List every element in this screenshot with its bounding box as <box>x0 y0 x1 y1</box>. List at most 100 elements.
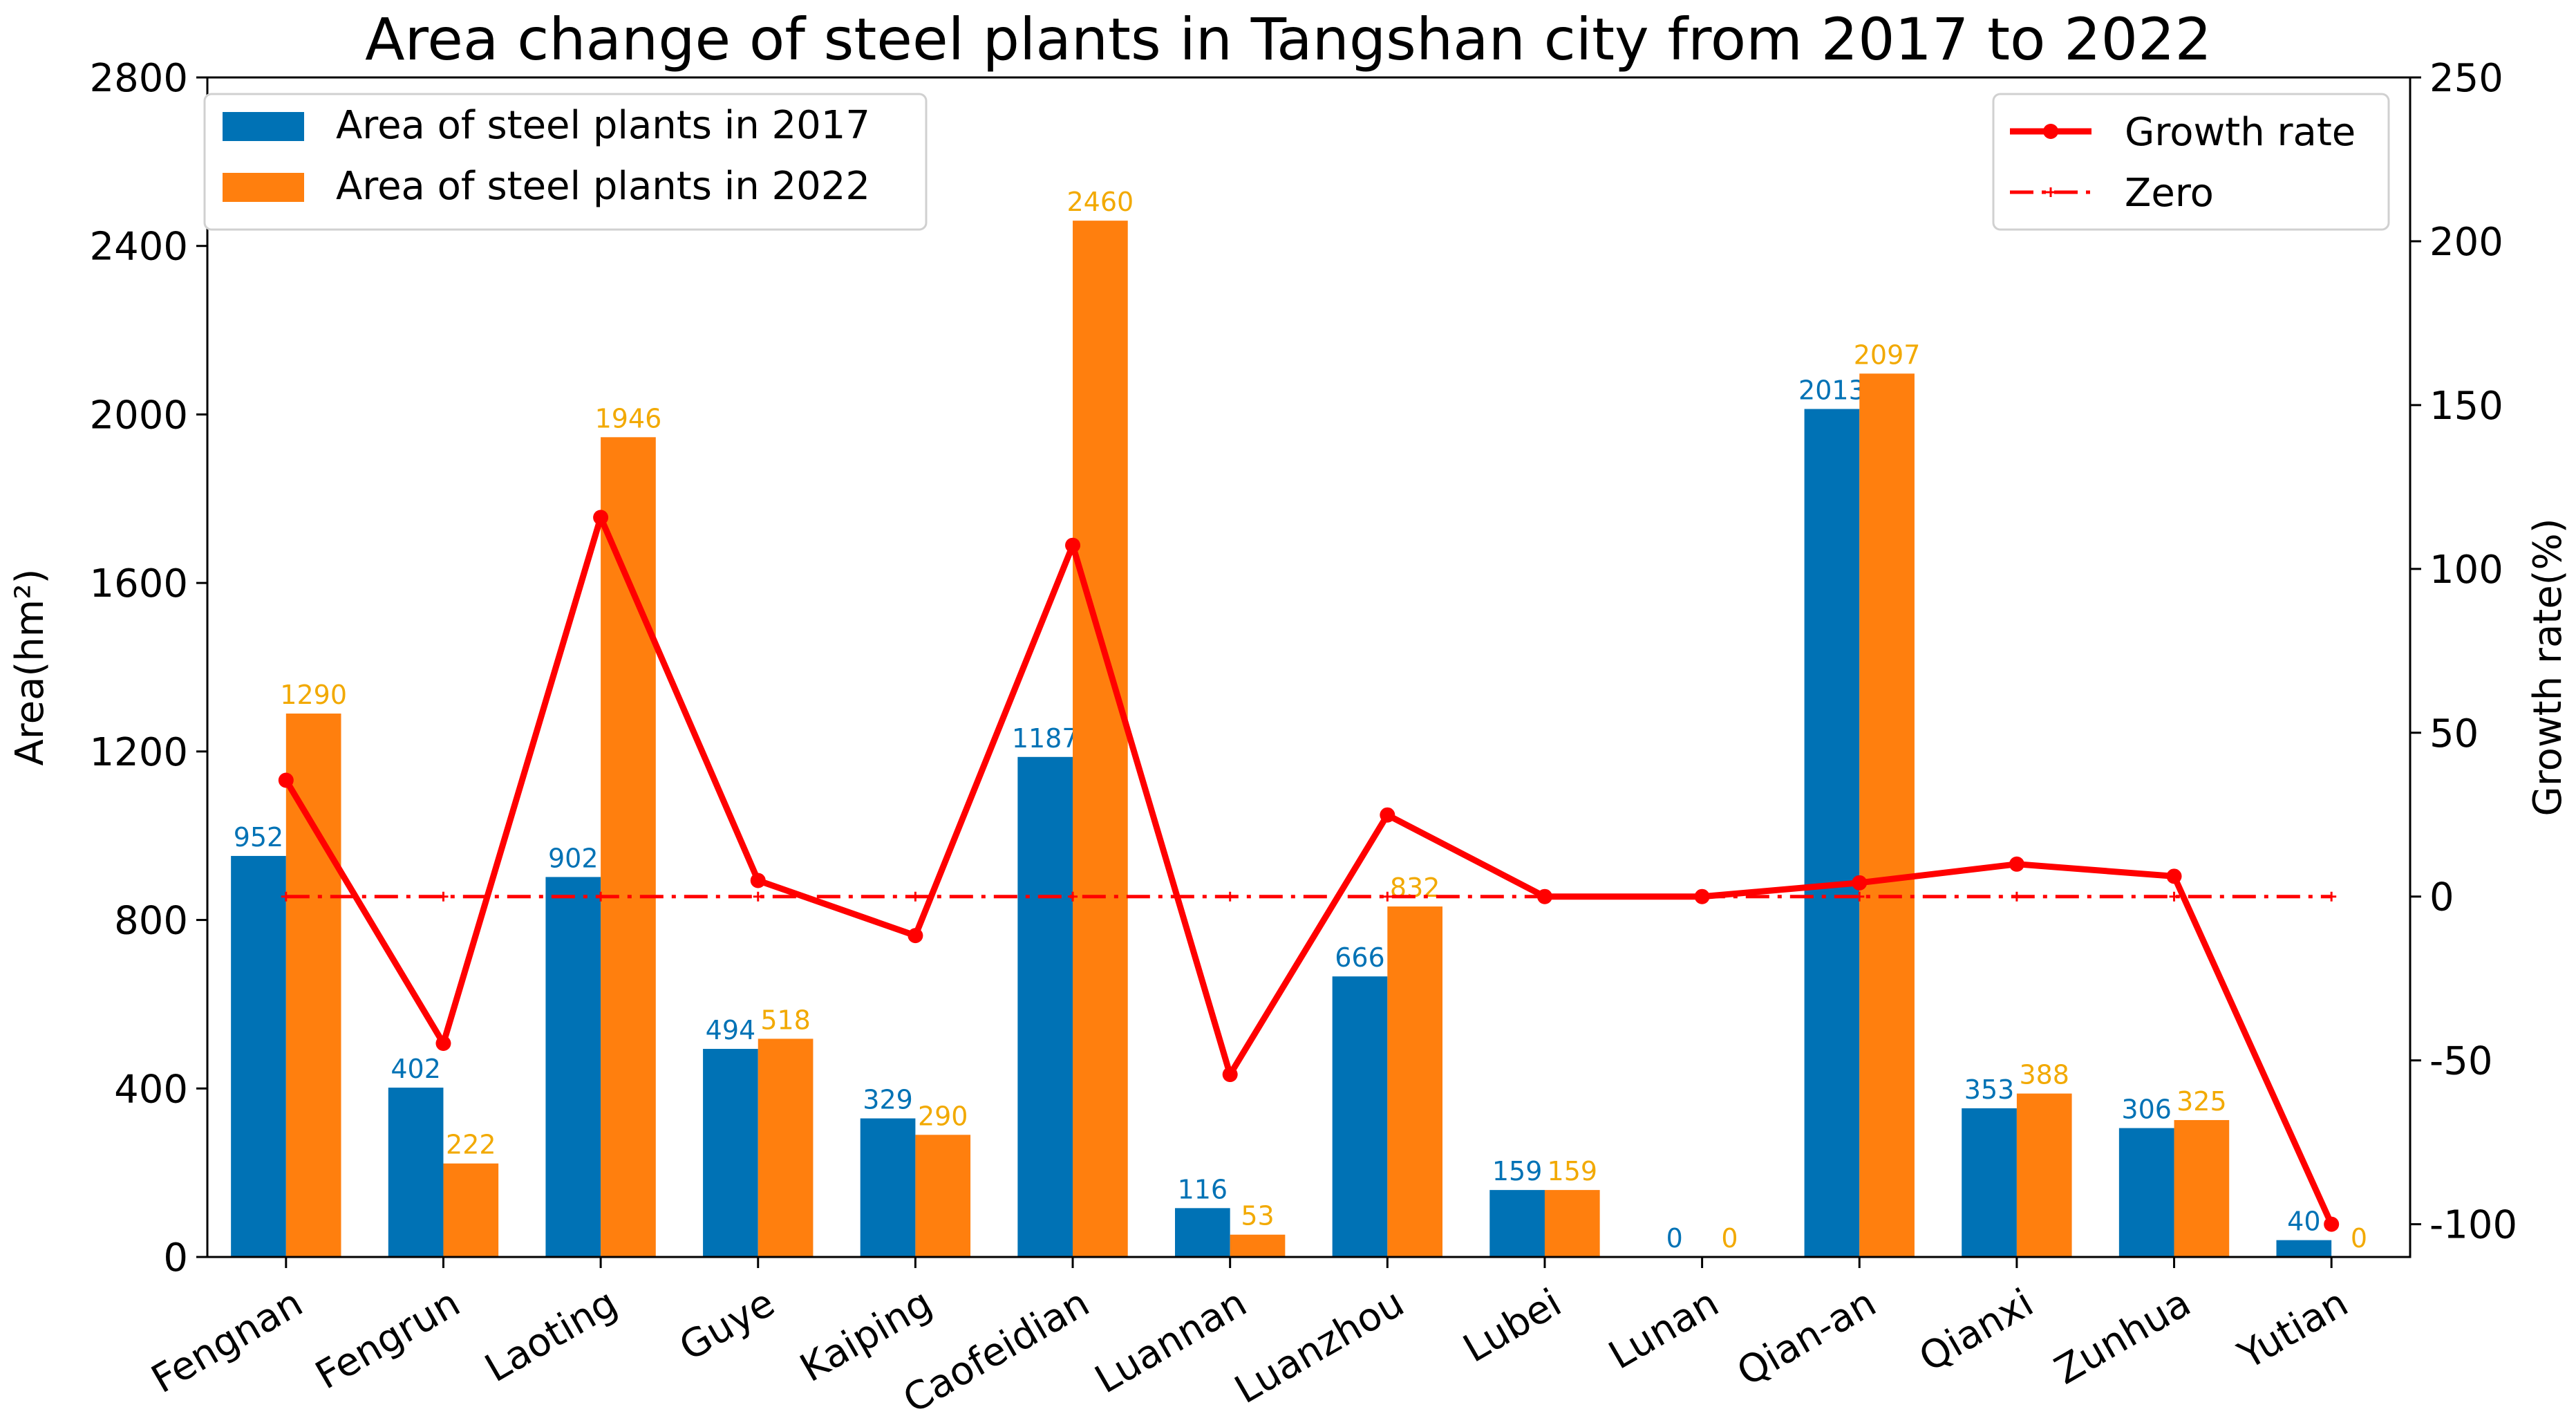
growth-rate-point-qianxi <box>2009 856 2024 872</box>
growth-rate-point-yutian <box>2324 1216 2340 1232</box>
bar-2017-zunhua <box>2118 1128 2174 1257</box>
y-right-tick-label: 250 <box>2429 56 2503 101</box>
y-right-tick-label: 0 <box>2429 875 2454 920</box>
data-label-2017-guye: 494 <box>706 1015 756 1045</box>
bar-2022-fengnan <box>285 714 341 1257</box>
bar-2022-qian-an <box>1859 373 1915 1257</box>
bar-2017-fengnan <box>231 855 286 1257</box>
data-label-2017-yutian: 40 <box>2287 1207 2320 1237</box>
growth-rate-point-fengnan <box>278 772 294 788</box>
data-label-2017-luanzhou: 666 <box>1335 942 1385 973</box>
data-label-2017-luannan: 116 <box>1178 1174 1228 1204</box>
y-left-tick-label: 800 <box>114 899 188 944</box>
y-right-tick-label: -100 <box>2429 1203 2517 1248</box>
data-label-2017-qianxi: 353 <box>1964 1074 2015 1105</box>
bar-2022-qianxi <box>2016 1093 2072 1257</box>
growth-rate-point-fengrun <box>435 1036 451 1052</box>
zero-marker-kaiping <box>910 891 921 902</box>
bar-2022-guye <box>758 1039 814 1257</box>
growth-rate-point-luannan <box>1222 1067 1238 1083</box>
y-left-tick-label: 1200 <box>89 730 188 775</box>
zero-marker-luannan <box>1225 891 1235 902</box>
bar-2017-laoting <box>545 877 601 1257</box>
growth-rate-line <box>283 514 2335 1226</box>
data-label-2017-caofeidian: 1187 <box>1012 723 1079 754</box>
data-label-2022-lubei: 159 <box>1548 1156 1598 1186</box>
y-left-tick-label: 2400 <box>89 225 188 270</box>
bar-2022-kaiping <box>915 1135 971 1257</box>
legend-label-growth-rate: Growth rate <box>2125 110 2356 155</box>
bar-2017-qianxi <box>1962 1108 2017 1257</box>
bar-2017-lubei <box>1489 1190 1545 1257</box>
y-right-tick-label: 200 <box>2429 220 2503 265</box>
data-label-2017-laoting: 902 <box>548 843 599 873</box>
bar-2022-luannan <box>1230 1234 1286 1257</box>
data-label-2017-lunan: 0 <box>1666 1223 1683 1254</box>
y-right-tick-label: 50 <box>2429 711 2479 756</box>
growth-rate-point-qian-an <box>1852 875 1868 891</box>
bar-2022-lubei <box>1544 1190 1600 1257</box>
y-axis-left-label: Area(hm²) <box>8 568 53 765</box>
bar-2022-luanzhou <box>1387 906 1442 1257</box>
chart-title: Area change of steel plants in Tangshan … <box>365 6 2212 73</box>
data-label-2022-fengnan: 1290 <box>280 680 347 710</box>
zero-marker-caofeidian <box>1068 891 1078 902</box>
data-label-2022-qianxi: 388 <box>2019 1060 2069 1090</box>
legend-right-box <box>1992 93 2390 231</box>
bar-2017-fengrun <box>388 1088 444 1257</box>
data-label-2017-fengnan: 952 <box>234 822 284 853</box>
data-label-2017-fengrun: 402 <box>391 1054 441 1084</box>
legend-label-2022: Area of steel plants in 2022 <box>336 164 870 209</box>
bar-2017-yutian <box>2276 1240 2332 1257</box>
data-label-2022-laoting: 1946 <box>595 403 662 434</box>
zero-marker-luanzhou <box>1382 891 1393 902</box>
zero-marker-fengnan <box>281 891 291 902</box>
bar-2017-qian-an <box>1804 409 1860 1258</box>
legend-swatch-2022 <box>223 173 304 202</box>
legend-label-2017: Area of steel plants in 2017 <box>336 103 870 148</box>
data-label-2017-qian-an: 2013 <box>1798 375 1865 406</box>
data-label-2022-guye: 518 <box>760 1005 811 1035</box>
zero-marker-fengrun <box>438 891 449 902</box>
growth-rate-point-laoting <box>593 510 609 525</box>
growth-rate-point-zunhua <box>2166 868 2182 884</box>
bar-2017-kaiping <box>860 1118 916 1257</box>
zero-marker-lunan <box>1697 891 1707 902</box>
y-left-tick-label: 2000 <box>89 393 188 438</box>
data-label-2022-yutian: 0 <box>2351 1223 2367 1254</box>
growth-rate-point-luanzhou <box>1380 807 1395 823</box>
legend-label-zero: Zero <box>2125 171 2214 216</box>
y-axis-right-label: Growth rate(%) <box>2526 518 2570 816</box>
legend-left-box <box>203 93 928 231</box>
y-left-tick-label: 2800 <box>89 56 188 101</box>
y-right-tick-label: 150 <box>2429 384 2503 429</box>
zero-marker-yutian <box>2326 891 2337 902</box>
zero-marker-laoting <box>596 891 606 902</box>
y-left-tick-label: 400 <box>114 1067 188 1112</box>
y-right-tick-label: 100 <box>2429 548 2503 593</box>
zero-marker-guye <box>753 891 763 902</box>
bar-2022-laoting <box>601 437 656 1257</box>
bar-2017-guye <box>703 1049 758 1257</box>
bar-2017-luannan <box>1175 1208 1230 1257</box>
data-label-2017-kaiping: 329 <box>863 1085 913 1115</box>
zero-marker-qianxi <box>2011 891 2022 902</box>
legend-marker-zero <box>2046 187 2056 197</box>
data-label-2022-fengrun: 222 <box>446 1130 496 1160</box>
y-right-tick-label: -50 <box>2429 1039 2492 1084</box>
legend-marker-growth-rate <box>2043 124 2058 139</box>
data-label-2022-zunhua: 325 <box>2177 1086 2227 1117</box>
bar-2022-zunhua <box>2174 1119 2230 1257</box>
data-label-2017-zunhua: 306 <box>2121 1095 2172 1125</box>
legend-swatch-2017 <box>223 112 304 141</box>
bar-2022-fengrun <box>443 1163 499 1257</box>
data-label-2022-luanzhou: 832 <box>1390 873 1440 903</box>
bar-2017-luanzhou <box>1332 976 1388 1257</box>
bar-2017-caofeidian <box>1017 756 1073 1257</box>
y-left-tick-label: 1600 <box>89 561 188 606</box>
zero-marker-zunhua <box>2169 891 2179 902</box>
growth-rate-point-guye <box>750 873 766 888</box>
data-label-2022-kaiping: 290 <box>918 1101 968 1131</box>
